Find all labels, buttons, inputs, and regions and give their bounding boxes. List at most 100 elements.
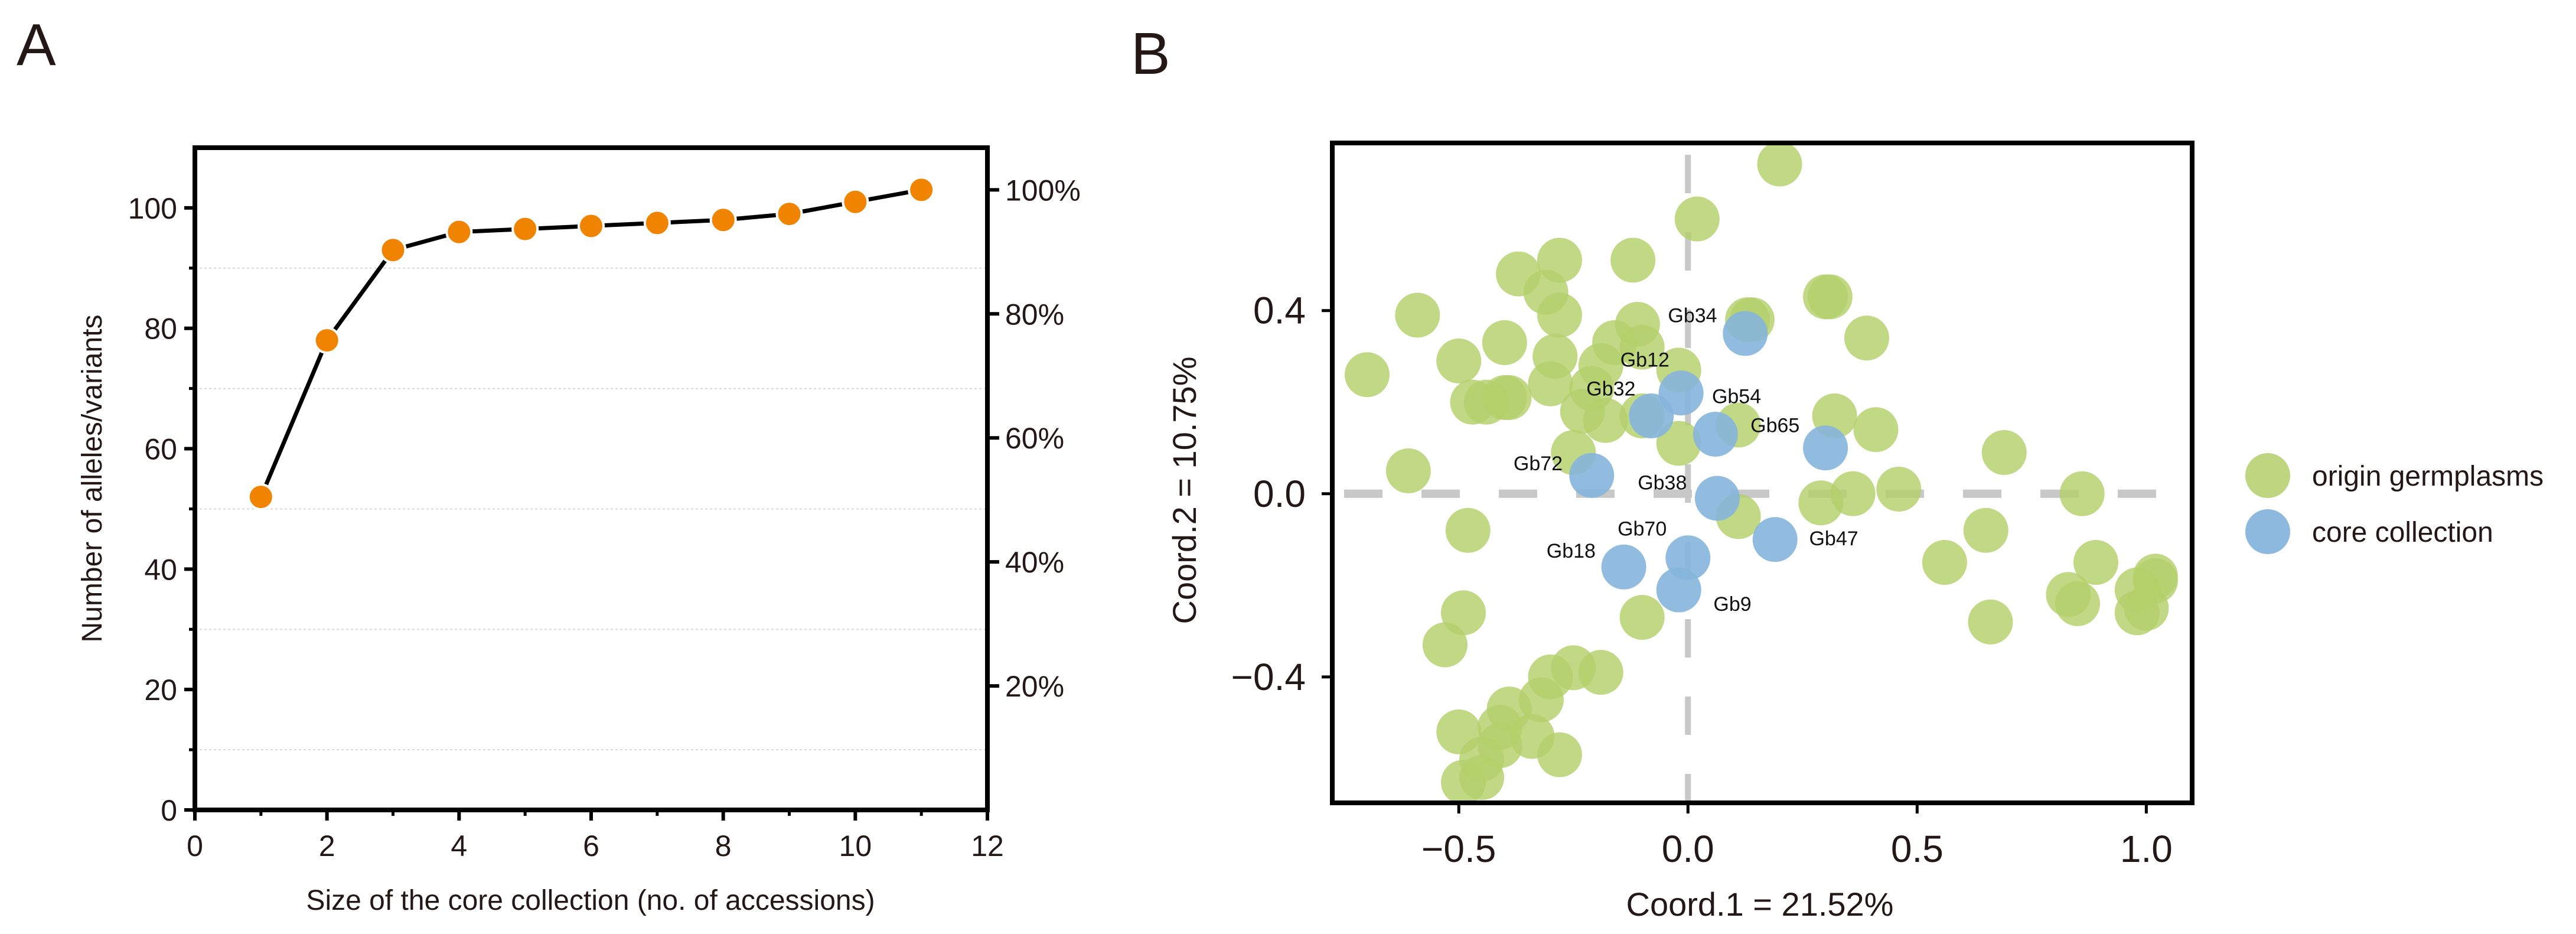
point-label: Gb65 bbox=[1750, 414, 1799, 437]
origin-germplasm-point bbox=[1830, 471, 1876, 516]
core-collection-point bbox=[1629, 393, 1674, 438]
origin-germplasm-point bbox=[1436, 338, 1482, 383]
x-tick-label: 2 bbox=[319, 829, 335, 863]
x-tick-label: 0.0 bbox=[1662, 828, 1714, 870]
origin-germplasm-point bbox=[1922, 540, 1967, 585]
y-tick-label: 20 bbox=[144, 673, 177, 707]
panel-label-b: B bbox=[1131, 21, 1170, 87]
origin-germplasm-point bbox=[1610, 237, 1656, 283]
data-point bbox=[643, 209, 671, 237]
x-axis-title-b: Coord.1 = 21.52% bbox=[1626, 886, 1894, 923]
y2-tick-label: 20% bbox=[1005, 670, 1064, 703]
y-tick-label: 40 bbox=[144, 553, 177, 586]
legend-label-origin: origin germplasms bbox=[2312, 461, 2544, 492]
core-collection-point bbox=[1656, 567, 1701, 613]
origin-germplasm-point bbox=[1422, 622, 1468, 668]
legend-marker-core bbox=[2245, 509, 2290, 554]
data-point bbox=[775, 200, 803, 228]
y-tick-label: −0.4 bbox=[1231, 656, 1306, 698]
origin-germplasm-point bbox=[1440, 760, 1486, 805]
data-point bbox=[842, 188, 869, 216]
y-tick-label: 60 bbox=[144, 433, 177, 466]
origin-germplasm-point bbox=[1583, 398, 1628, 443]
y-tick-label: 80 bbox=[144, 313, 177, 346]
data-point bbox=[709, 206, 737, 234]
point-label: Gb72 bbox=[1514, 453, 1563, 475]
point-label: Gb34 bbox=[1668, 304, 1717, 327]
origin-germplasm-point bbox=[1537, 292, 1582, 338]
x-tick-label: 0 bbox=[187, 829, 203, 863]
x-tick-label: 10 bbox=[839, 829, 872, 863]
allele-accumulation-chart: 0 2 4 6 8 10 12 0 20 40 60 80 100 20% 40% 60% 80% 100% bbox=[128, 145, 1081, 863]
origin-germplasm-point bbox=[1619, 324, 1665, 370]
origin-germplasm-point bbox=[1656, 421, 1701, 466]
core-collection-point bbox=[1723, 311, 1768, 356]
x-tick-label: 6 bbox=[583, 829, 599, 863]
legend-label-core: core collection bbox=[2312, 517, 2493, 548]
legend-marker-origin bbox=[2245, 453, 2290, 498]
point-label: Gb9 bbox=[1713, 593, 1751, 616]
origin-germplasm-point bbox=[1395, 292, 1440, 338]
core-collection-point bbox=[1569, 453, 1615, 498]
origin-germplasm-point bbox=[1344, 352, 1390, 398]
origin-germplasm-point bbox=[2055, 581, 2100, 626]
origin-germplasm-point bbox=[1853, 407, 1899, 453]
origin-germplasm-point bbox=[1528, 361, 1573, 406]
x-tick-label: −0.5 bbox=[1421, 828, 1496, 870]
point-label: Gb18 bbox=[1547, 540, 1596, 562]
origin-germplasm-point bbox=[1981, 430, 2027, 476]
core-collection-point bbox=[1694, 476, 1740, 521]
data-point bbox=[247, 483, 275, 511]
point-label: Gb70 bbox=[1618, 518, 1667, 541]
x-tick-label: 4 bbox=[451, 829, 467, 863]
x-tick-label: 8 bbox=[715, 829, 732, 863]
point-label: Gb12 bbox=[1620, 349, 1669, 372]
plot-border bbox=[1330, 141, 2195, 805]
origin-germplasm-point bbox=[1674, 196, 1720, 242]
core-collection-point bbox=[1752, 517, 1798, 562]
origin-germplasm-point bbox=[1968, 599, 2013, 645]
data-point bbox=[511, 215, 539, 243]
origin-germplasm-point bbox=[1537, 732, 1582, 777]
pcoa-scatter-chart: Gb34 Gb12 Gb32 Gb54 Gb65 Gb72 Gb38 Gb70 Gb18 Gb47… bbox=[1231, 141, 2195, 870]
y2-tick-label: 60% bbox=[1005, 422, 1064, 455]
data-point bbox=[445, 218, 473, 246]
point-label: Gb32 bbox=[1586, 377, 1635, 400]
point-label: Gb54 bbox=[1712, 386, 1761, 408]
data-point bbox=[578, 212, 605, 240]
x-tick-label: 12 bbox=[971, 829, 1004, 863]
data-point bbox=[908, 176, 935, 204]
x-tick-label: 1.0 bbox=[2120, 828, 2173, 870]
origin-germplasm-point bbox=[1844, 315, 1889, 361]
y-axis-title-a: Number of alleles/variants bbox=[77, 315, 108, 643]
origin-germplasm-point bbox=[1482, 320, 1527, 365]
y2-tick-label: 80% bbox=[1005, 298, 1064, 331]
origin-germplasm-point bbox=[1385, 448, 1431, 494]
origin-germplasm-point bbox=[1486, 375, 1532, 420]
origin-germplasm-point bbox=[2124, 585, 2169, 631]
origin-germplasm-point bbox=[1876, 467, 1922, 512]
core-collection-point bbox=[1601, 544, 1646, 590]
origin-germplasm-point bbox=[1807, 274, 1853, 320]
x-axis-title-a: Size of the core collection (no. of acce… bbox=[306, 885, 875, 916]
y-tick-label: 100 bbox=[128, 192, 177, 225]
y-tick-label: 0.0 bbox=[1253, 473, 1306, 515]
y-tick-label: 0 bbox=[161, 794, 177, 827]
point-label: Gb47 bbox=[1809, 528, 1858, 550]
origin-germplasm-point bbox=[1757, 141, 1802, 187]
point-label: Gb38 bbox=[1638, 471, 1687, 494]
core-collection-point bbox=[1693, 411, 1738, 457]
y2-tick-label: 100% bbox=[1005, 174, 1081, 207]
origin-germplasm-point bbox=[2073, 540, 2119, 585]
origin-germplasm-point bbox=[1445, 507, 1491, 553]
origin-germplasm-point bbox=[1963, 507, 2008, 553]
panel-label-a: A bbox=[17, 12, 56, 78]
x-tick-label: 0.5 bbox=[1891, 828, 1944, 870]
origin-germplasm-point bbox=[2059, 471, 2105, 516]
data-point bbox=[313, 327, 341, 354]
origin-germplasm-point bbox=[1619, 595, 1665, 640]
y-tick-label: 0.4 bbox=[1253, 289, 1306, 332]
y-axis-title-b: Coord.2 = 10.75% bbox=[1166, 357, 1203, 624]
data-point bbox=[379, 236, 407, 264]
